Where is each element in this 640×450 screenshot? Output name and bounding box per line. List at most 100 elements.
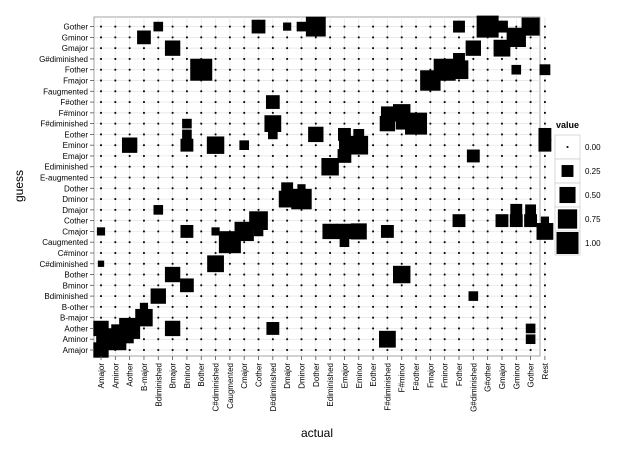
- cell-mark-F#other-Faugmented: [415, 90, 417, 93]
- cell-mark-Caugmented-E-augmented: [228, 176, 231, 179]
- cell-mark-Caugmented-Bdiminished: [228, 295, 231, 297]
- cell-mark-Gmajor-Fother: [501, 68, 503, 71]
- cell-mark-Dminor-Eother: [300, 133, 303, 136]
- cell-mark-Eother-Cmajor: [372, 230, 374, 233]
- cell-mark-Cmajor-Faugmented: [243, 90, 246, 93]
- cell-mark-Gother-Ediminished: [529, 165, 532, 168]
- cell-mark-Eother-Dother: [372, 187, 374, 190]
- cell-mark-F#other-Emajor: [415, 155, 417, 157]
- cell-mark-Amajor-Bother: [100, 273, 102, 276]
- cell-mark-Dmajor-B-other: [286, 305, 289, 308]
- cell-mark-Amajor-F#diminished: [100, 122, 102, 125]
- cell-mark-Ediminished-Emajor: [329, 155, 332, 157]
- cell-mark-G#diminished-C#minor: [472, 252, 475, 254]
- cell-mark-Dmajor-C#minor: [286, 252, 289, 254]
- cell-mark-Bdiminished-B-major: [157, 316, 160, 319]
- cell-mark-Gminor-Caugmented: [515, 241, 518, 244]
- cell-mark-F#diminished-Gmajor: [386, 47, 389, 50]
- cell-mark-Amajor-Gother: [100, 25, 102, 28]
- cell-mark-Ediminished-Bother: [329, 273, 332, 276]
- cell-mark-Fminor-Amajor: [443, 349, 446, 351]
- cell-mark-Bother-F#minor: [200, 111, 203, 114]
- cell-mark-Dother-Fmajor: [314, 79, 317, 82]
- cell-mark-Rest-Aother: [544, 327, 546, 330]
- cell-mark-Fminor-E-augmented: [443, 176, 446, 179]
- cell-mark-Ediminished-Amajor: [329, 349, 332, 351]
- cell-mark-Amajor-Gminor: [100, 36, 102, 39]
- cell-mark-Dminor-B-major: [300, 316, 303, 319]
- cell-mark-Aminor-F#diminished: [114, 122, 117, 125]
- x-tick-label: Bdiminished: [154, 363, 163, 407]
- y-tick-label: Gmajor: [62, 44, 89, 53]
- cell-mark-Emajor-B-major: [343, 316, 346, 319]
- cell-mark-Bminor-B-major: [186, 316, 188, 319]
- cell-mark-F#minor-Faugmented: [400, 90, 403, 93]
- cell-mark-F#diminished-G#diminished: [386, 58, 389, 60]
- cell-mark-Dminor-F#diminished: [300, 122, 303, 125]
- cell-mark-Dminor-Dother: [297, 184, 306, 193]
- cell-mark-Bdiminished-E-augmented: [157, 176, 160, 179]
- cell-mark-G#diminished-Faugmented: [472, 90, 475, 93]
- cell-mark-Bmajor-Gother: [171, 25, 174, 28]
- legend-key-mark: [561, 165, 574, 177]
- cell-mark-D#diminished-Cmajor: [271, 230, 274, 233]
- legend-key-mark: [556, 232, 579, 254]
- x-tick-label: Gother: [527, 363, 536, 388]
- cell-mark-Gother-Faugmented: [529, 90, 532, 93]
- cell-mark-Aminor-Bdiminished: [114, 295, 117, 297]
- cell-mark-Cmajor-Bother: [243, 273, 246, 276]
- cell-mark-Caugmented-Dmajor: [228, 208, 231, 211]
- cell-mark-Aminor-Aother: [111, 324, 120, 333]
- cell-mark-Eminor-C#minor: [357, 252, 360, 254]
- cell-mark-Ediminished-Bminor: [329, 284, 332, 287]
- cell-mark-Gmajor-Gother: [496, 20, 508, 33]
- cell-mark-Eother-C#minor: [372, 252, 374, 254]
- cell-mark-Eminor-Eminor: [349, 135, 369, 155]
- cell-mark-Amajor-Caugmented: [100, 241, 102, 244]
- cell-mark-Cother-Fmajor: [257, 79, 260, 82]
- legend-label: 0.75: [585, 215, 601, 224]
- cell-mark-C#diminished-Bminor: [214, 284, 217, 287]
- cell-mark-Gother-F#other: [529, 101, 532, 103]
- cell-mark-Bminor-Aminor: [186, 338, 188, 341]
- legend-label: 1.00: [585, 239, 601, 248]
- cell-mark-F#minor-Dother: [400, 187, 403, 190]
- cell-mark-Caugmented-Cother: [228, 219, 231, 222]
- cell-mark-Bdiminished-Fother: [157, 68, 160, 71]
- cell-mark-Dminor-Fmajor: [300, 79, 303, 82]
- cell-mark-Fother-Emajor: [458, 155, 460, 157]
- cell-mark-C#diminished-F#diminished: [214, 122, 217, 125]
- cell-mark-F#other-Fother: [415, 68, 417, 71]
- cell-mark-F#diminished-Bother: [386, 273, 389, 276]
- cell-mark-Fother-B-major: [458, 316, 460, 319]
- y-tick-label: C#minor: [58, 249, 89, 258]
- cell-mark-Gmajor-Bother: [501, 273, 503, 276]
- cell-mark-Dminor-Cother: [300, 219, 303, 222]
- cell-mark-D#diminished-C#minor: [271, 252, 274, 254]
- cell-mark-Aminor-C#diminished: [114, 262, 117, 265]
- cell-mark-Fminor-F#other: [443, 101, 446, 103]
- cell-mark-F#minor-Aminor: [400, 338, 403, 341]
- cell-mark-Bother-Cmajor: [200, 230, 203, 233]
- cell-mark-Bminor-Aother: [186, 327, 188, 330]
- cell-mark-Cmajor-Dminor: [243, 198, 246, 200]
- cell-mark-D#diminished-Dmajor: [271, 208, 274, 211]
- cell-mark-F#minor-E-augmented: [400, 176, 403, 179]
- cell-mark-F#diminished-Eminor: [386, 144, 389, 147]
- cell-mark-Bdiminished-Emajor: [157, 155, 160, 157]
- cell-mark-F#diminished-Caugmented: [386, 241, 389, 244]
- cell-mark-C#diminished-F#minor: [214, 111, 217, 114]
- cell-mark-Dother-F#diminished: [314, 122, 317, 125]
- cell-mark-Fother-Amajor: [458, 349, 460, 351]
- cell-mark-Cmajor-Gother: [243, 25, 246, 28]
- cell-mark-C#diminished-C#diminished: [207, 255, 224, 273]
- cell-mark-Caugmented-C#diminished: [228, 262, 231, 265]
- cell-mark-Fminor-Dminor: [443, 198, 446, 200]
- cell-mark-Bother-Faugmented: [200, 90, 203, 93]
- cell-mark-G#diminished-F#minor: [472, 111, 475, 114]
- cell-mark-F#minor-Eother: [400, 133, 403, 136]
- cell-mark-Caugmented-Gmajor: [228, 47, 231, 50]
- cell-mark-Fother-Caugmented: [458, 241, 460, 244]
- cell-mark-Cmajor-C#minor: [243, 252, 246, 254]
- cell-mark-Dother-Dother: [314, 187, 317, 190]
